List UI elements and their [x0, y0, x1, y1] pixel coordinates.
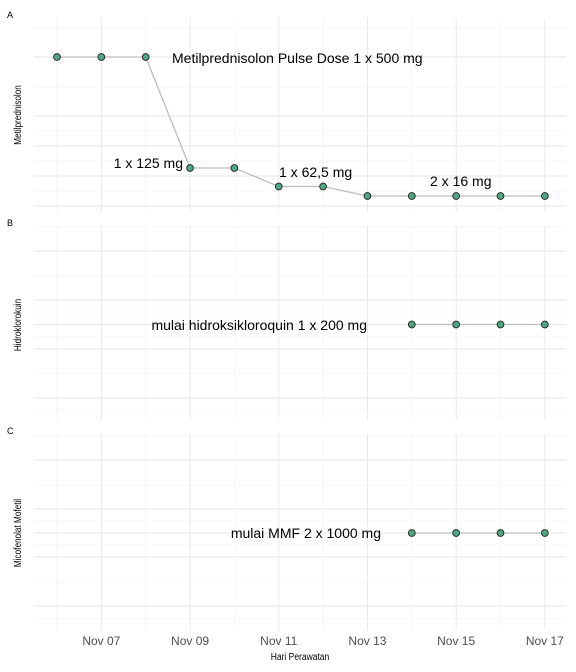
panel-a-data-point	[407, 192, 416, 200]
panel-c-annotation: mulai MMF 2 x 1000 mg	[231, 525, 381, 541]
panel-b-data-point	[407, 320, 416, 329]
panel-b-data-point	[540, 320, 549, 329]
panel-a-data-point	[53, 53, 61, 61]
panel-a-data-point	[230, 164, 239, 172]
panel-b-y-axis-label: Hidroklorokuin	[12, 299, 23, 351]
panel-b-annotation: mulai hidroksikloroquin 1 x 200 mg	[151, 317, 367, 333]
panel-a-data-point	[540, 192, 549, 200]
panel-b-tag: B	[7, 218, 13, 228]
panel-a-annotation: 2 x 16 mg	[430, 173, 491, 189]
x-tick-label: Nov 11	[260, 634, 297, 648]
panel-c-y-axis-label: Micofenolat Mofetil	[12, 499, 23, 567]
x-tick-label: Nov 15	[437, 634, 475, 648]
panel-a-tag: A	[7, 10, 13, 20]
panel-a-data-point	[274, 182, 283, 191]
panel-a-y-axis-label: Metilprednisolon	[12, 85, 23, 145]
panel-a-series-line	[57, 56, 545, 197]
panel-a-data-point	[186, 164, 194, 172]
x-tick-label: Nov 07	[82, 634, 120, 648]
panel-b-data-point	[496, 320, 505, 329]
panel-a-annotation: Metilprednisolon Pulse Dose 1 x 500 mg	[172, 50, 423, 66]
x-tick-label: Nov 13	[348, 634, 386, 648]
panel-a-data-point	[319, 182, 327, 191]
panel-c-tag: C	[7, 426, 14, 436]
panel-a-annotation: 1 x 62,5 mg	[279, 164, 352, 180]
panel-c-data-point	[407, 529, 416, 537]
panel-a-data-point	[496, 192, 505, 200]
panel-c-data-point	[452, 529, 461, 537]
panel-a-data-point	[452, 192, 461, 200]
x-tick-label: Nov 09	[171, 634, 209, 648]
x-tick-label: Nov 17	[526, 634, 564, 648]
panel-a-annotation: 1 x 125 mg	[114, 155, 183, 171]
panel-c-data-point	[496, 529, 505, 537]
panel-a-data-point	[141, 53, 150, 61]
panel-a-data-point	[97, 53, 106, 61]
panel-b-data-point	[452, 320, 461, 329]
x-axis-label: Hari Perawatan	[271, 651, 330, 662]
panel-a-data-point	[363, 192, 372, 200]
panel-c-data-point	[540, 529, 549, 537]
